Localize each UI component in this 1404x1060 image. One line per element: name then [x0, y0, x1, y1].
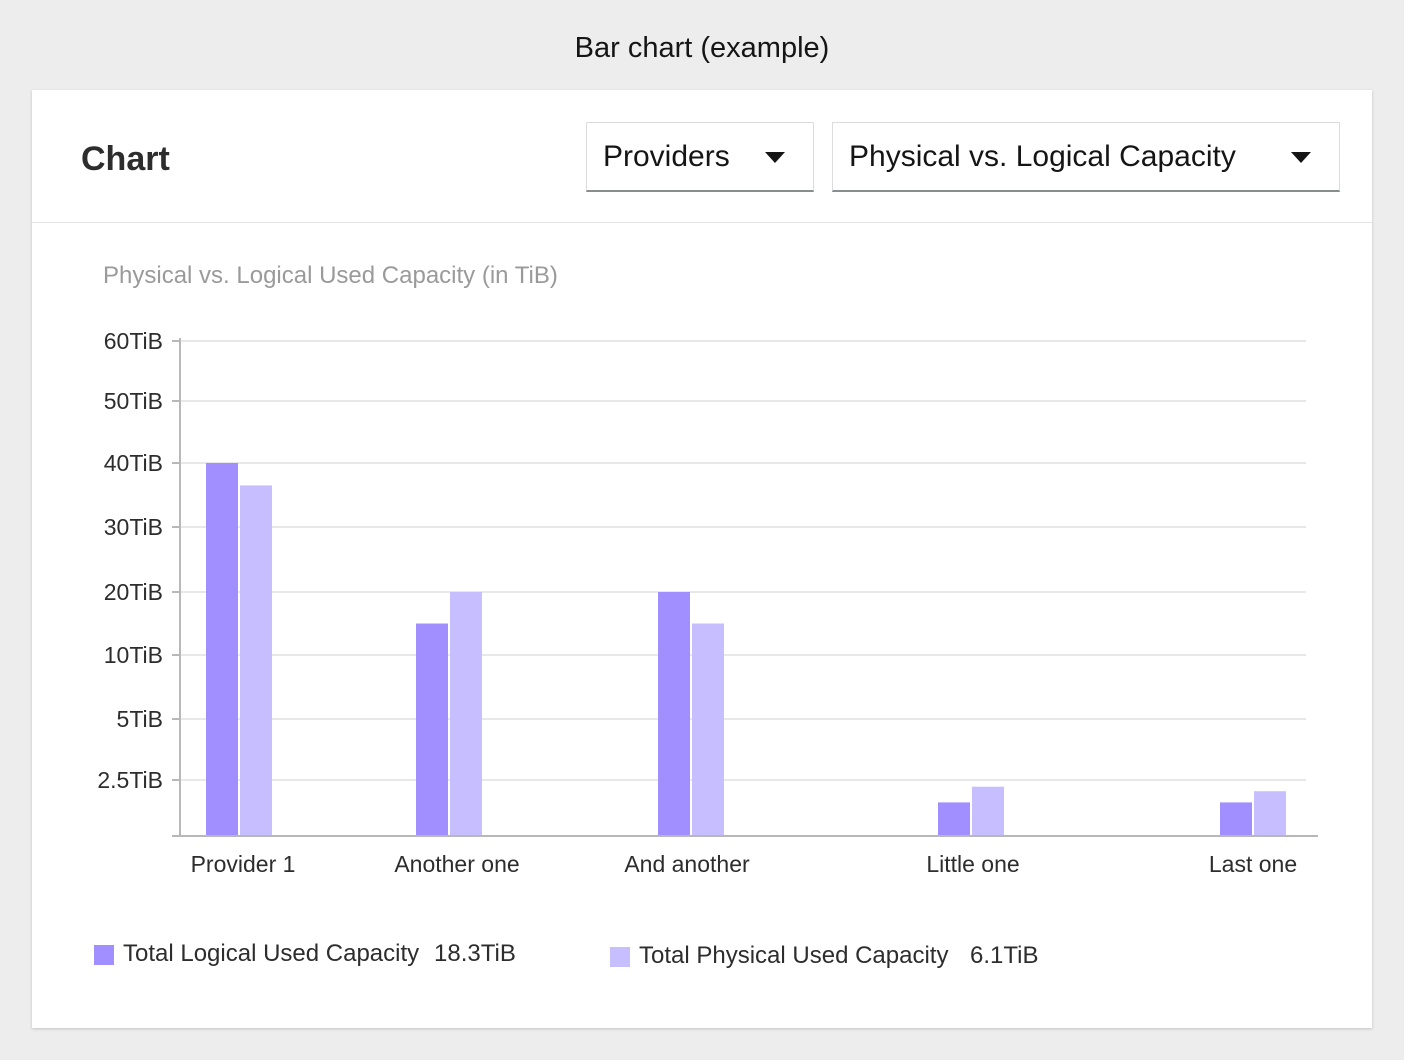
y-tick-label: 20TiB — [104, 579, 163, 605]
y-tick-label: 5TiB — [117, 706, 163, 732]
x-category-label: And another — [624, 851, 750, 877]
providers-dropdown[interactable]: Providers — [586, 122, 814, 192]
caret-down-icon — [1291, 152, 1311, 163]
legend-value-physical: 6.1TiB — [970, 942, 1039, 969]
x-category-label: Provider 1 — [191, 851, 296, 877]
chart-title: Physical vs. Logical Used Capacity (in T… — [103, 262, 558, 289]
y-tick-label: 10TiB — [104, 642, 163, 668]
x-category-label: Little one — [926, 851, 1019, 877]
x-category-label: Another one — [394, 851, 519, 877]
y-tick-label: 50TiB — [104, 388, 163, 414]
y-tick-label: 2.5TiB — [97, 767, 163, 793]
chart-card: Chart Providers Physical vs. Logical Cap… — [32, 90, 1372, 1028]
bar-physical — [972, 786, 1004, 836]
capacity-metric-dropdown[interactable]: Physical vs. Logical Capacity — [832, 122, 1340, 192]
bars — [206, 463, 1286, 836]
providers-dropdown-label: Providers — [603, 140, 730, 173]
capacity-dropdown-label: Physical vs. Logical Capacity — [849, 140, 1236, 173]
caret-down-icon — [765, 152, 785, 163]
x-category-label: Last one — [1209, 851, 1297, 877]
axes — [172, 338, 1318, 837]
bar-physical — [240, 485, 272, 836]
legend-label-logical: Total Logical Used Capacity — [123, 940, 420, 967]
bar-logical — [416, 623, 448, 836]
axis-labels: 2.5TiB 5TiB 10TiB 20TiB 30TiB 40TiB 50TiB 60TiB… — [97, 328, 1297, 877]
legend-label-physical: Total Physical Used Capacity — [639, 942, 949, 969]
bar-logical — [1220, 802, 1252, 836]
legend-swatch-physical — [610, 947, 630, 967]
y-tick-label: 60TiB — [104, 328, 163, 354]
bar-physical — [1254, 791, 1286, 836]
bar-logical — [658, 592, 690, 836]
bar-logical — [206, 463, 238, 836]
page-caption: Bar chart (example) — [574, 32, 830, 64]
card-header: Chart Providers Physical vs. Logical Cap… — [32, 90, 1372, 223]
legend-swatch-logical — [94, 945, 114, 965]
card-title: Chart — [81, 140, 170, 178]
bar-logical — [938, 802, 970, 836]
bar-physical — [692, 623, 724, 836]
y-tick-label: 40TiB — [104, 450, 163, 476]
grid-lines — [180, 340, 1306, 781]
legend-value-logical: 18.3TiB — [434, 940, 516, 967]
bar-physical — [450, 592, 482, 836]
bar-chart: 2.5TiB 5TiB 10TiB 20TiB 30TiB 40TiB 50TiB 60TiB… — [97, 328, 1318, 877]
y-tick-label: 30TiB — [104, 514, 163, 540]
